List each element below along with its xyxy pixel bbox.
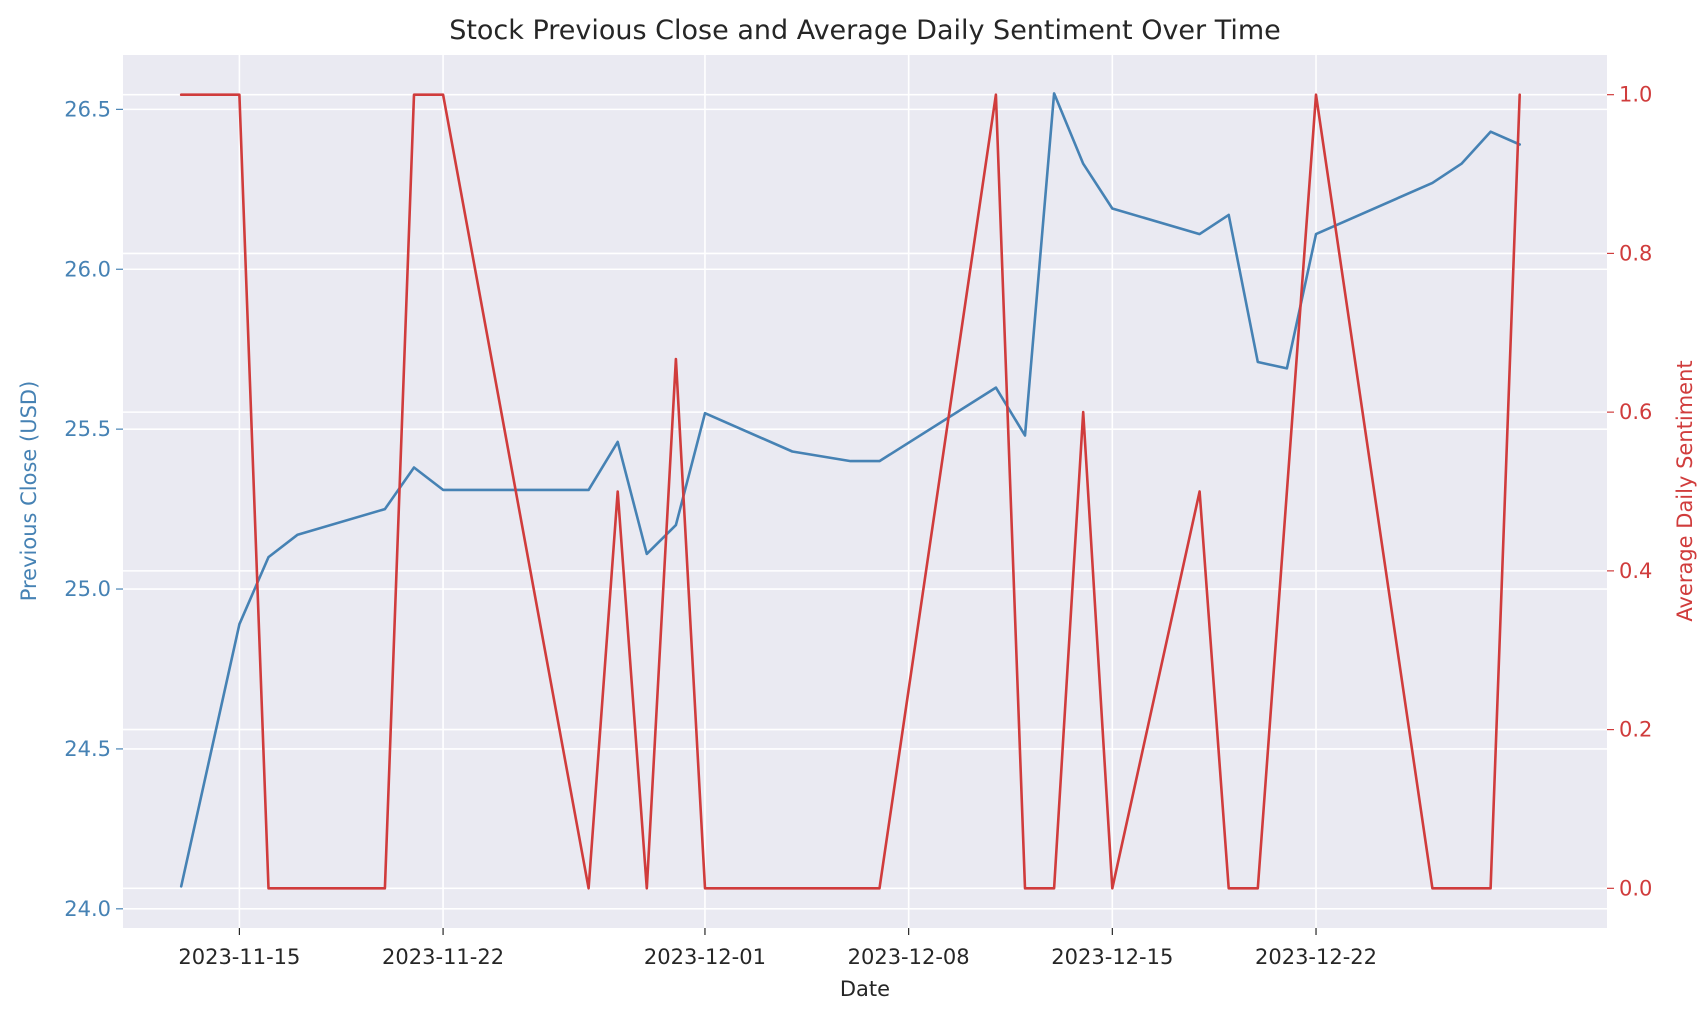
x-tick-label: 2023-12-08 [848,945,970,969]
previous-close-line [179,92,1521,888]
y-right-tick-label: 0.0 [1619,876,1652,900]
y-right-tick-label: 1.0 [1619,83,1652,107]
y-left-tick-label: 24.5 [64,737,111,761]
y-right-tick-label: 0.8 [1619,241,1652,265]
y-right-tick-label: 0.4 [1619,559,1652,583]
sentiment-line [179,93,1521,890]
y-axis-label-left: Previous Close (USD) [17,381,41,602]
x-axis-label: Date [840,977,890,1001]
plot-background [123,55,1607,928]
x-tick-label: 2023-12-01 [644,945,766,969]
tick-labels: 2023-11-15 2023-11-22 2023-12-01 2023-12-08… [64,83,1652,969]
y-axis-label-right: Average Daily Sentiment [1673,360,1697,621]
y-left-tick-label: 26.5 [64,97,111,121]
chart-title: Stock Previous Close and Average Daily S… [449,15,1281,46]
y-left-tick-label: 26.0 [64,257,111,281]
y-right-tick-label: 0.6 [1619,400,1652,424]
y-left-tick-label: 25.0 [64,577,111,601]
x-tick-label: 2023-12-15 [1051,945,1173,969]
x-tick-label: 2023-11-22 [382,945,504,969]
y-right-tick-label: 0.2 [1619,718,1652,742]
y-left-tick-label: 24.0 [64,897,111,921]
x-tick-label: 2023-11-15 [178,945,300,969]
x-tick-label: 2023-12-22 [1255,945,1377,969]
y-left-tick-label: 25.5 [64,417,111,441]
series-layer [179,92,1521,890]
